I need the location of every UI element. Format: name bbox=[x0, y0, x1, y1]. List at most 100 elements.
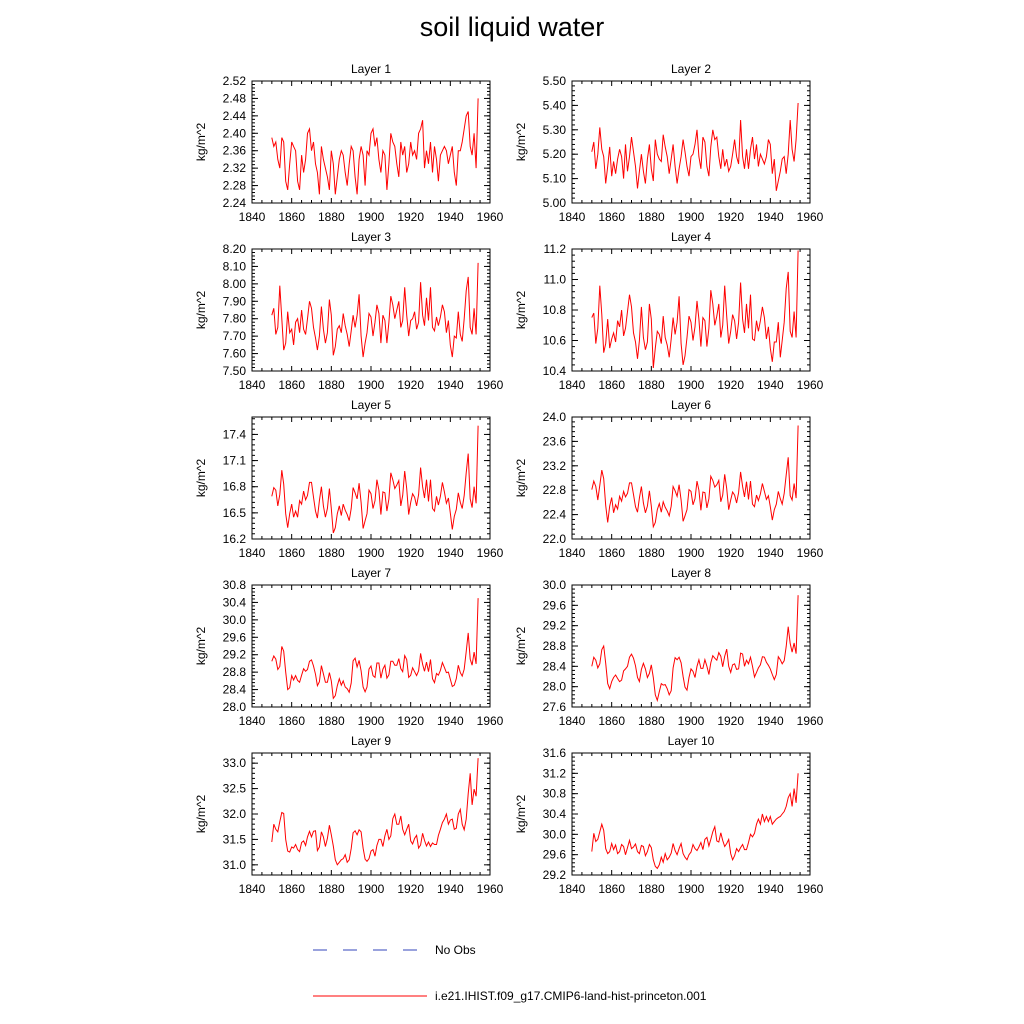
x-tick-label: 1880 bbox=[638, 546, 665, 560]
x-tick-label: 1880 bbox=[318, 882, 345, 896]
y-tick-label: 29.6 bbox=[223, 630, 247, 644]
x-tick-label: 1960 bbox=[797, 882, 824, 896]
x-tick-label: 1960 bbox=[477, 714, 504, 728]
y-tick-label: 2.28 bbox=[223, 179, 247, 193]
page-title: soil liquid water bbox=[419, 12, 605, 42]
x-tick-label: 1960 bbox=[477, 210, 504, 224]
x-tick-label: 1960 bbox=[797, 378, 824, 392]
panel-layer-6: Layer 6 kg/m^2 1840 1860 1880 1900 1920 1940 196… bbox=[514, 398, 824, 560]
x-tick-label: 1960 bbox=[477, 546, 504, 560]
y-tick-label: 2.36 bbox=[223, 144, 247, 158]
x-tick-label: 1920 bbox=[717, 210, 744, 224]
panel-title: Layer 3 bbox=[351, 230, 391, 244]
x-tick-label: 1900 bbox=[678, 378, 705, 392]
y-tick-label: 33.0 bbox=[223, 756, 247, 770]
plot-frame bbox=[251, 416, 491, 540]
y-tick-label: 5.30 bbox=[543, 123, 567, 137]
x-tick-label: 1840 bbox=[239, 714, 266, 728]
y-axis-label: kg/m^2 bbox=[194, 795, 208, 834]
x-tick-label: 1840 bbox=[239, 546, 266, 560]
x-tick-label: 1900 bbox=[358, 546, 385, 560]
x-tick-label: 1840 bbox=[559, 546, 586, 560]
plot-frame bbox=[571, 752, 811, 876]
y-tick-label: 7.50 bbox=[223, 364, 247, 378]
x-tick-label: 1840 bbox=[239, 378, 266, 392]
legend-label-model: i.e21.IHIST.f09_g17.CMIP6-land-hist-prin… bbox=[435, 989, 707, 1003]
series-line-layer-10 bbox=[591, 773, 799, 870]
x-tick-label: 1880 bbox=[318, 210, 345, 224]
y-tick-label: 2.44 bbox=[223, 109, 247, 123]
x-tick-label: 1940 bbox=[437, 546, 464, 560]
y-tick-label: 2.48 bbox=[223, 91, 247, 105]
y-tick-label: 28.8 bbox=[223, 665, 247, 679]
y-tick-label: 29.6 bbox=[543, 598, 567, 612]
x-tick-label: 1900 bbox=[358, 378, 385, 392]
x-tick-label: 1840 bbox=[559, 714, 586, 728]
y-tick-label: 23.6 bbox=[543, 434, 567, 448]
x-tick-label: 1960 bbox=[477, 378, 504, 392]
y-tick-label: 2.24 bbox=[223, 196, 247, 210]
y-tick-label: 2.40 bbox=[223, 126, 247, 140]
x-tick-label: 1940 bbox=[437, 882, 464, 896]
x-tick-label: 1940 bbox=[757, 546, 784, 560]
y-tick-label: 30.0 bbox=[543, 578, 567, 592]
y-tick-label: 30.4 bbox=[543, 807, 567, 821]
plot-frame bbox=[571, 248, 811, 372]
panel-title: Layer 7 bbox=[351, 566, 391, 580]
x-tick-label: 1840 bbox=[559, 210, 586, 224]
x-tick-label: 1920 bbox=[717, 378, 744, 392]
legend-label-no-obs: No Obs bbox=[435, 943, 476, 957]
x-tick-label: 1960 bbox=[797, 714, 824, 728]
y-tick-label: 5.50 bbox=[543, 74, 567, 88]
panel-title: Layer 5 bbox=[351, 398, 391, 412]
series-line-layer-4 bbox=[591, 250, 799, 369]
x-tick-label: 1860 bbox=[278, 882, 305, 896]
x-tick-label: 1840 bbox=[559, 378, 586, 392]
y-tick-label: 29.2 bbox=[543, 868, 567, 882]
y-tick-label: 31.6 bbox=[543, 746, 567, 760]
y-axis-label: kg/m^2 bbox=[514, 795, 528, 834]
x-tick-label: 1860 bbox=[278, 378, 305, 392]
x-tick-label: 1860 bbox=[598, 714, 625, 728]
x-tick-label: 1860 bbox=[598, 378, 625, 392]
y-tick-label: 31.0 bbox=[223, 858, 247, 872]
y-tick-label: 22.8 bbox=[543, 483, 567, 497]
legend: No Obs i.e21.IHIST.f09_g17.CMIP6-land-hi… bbox=[313, 943, 707, 1003]
x-tick-label: 1940 bbox=[757, 714, 784, 728]
x-tick-label: 1900 bbox=[678, 714, 705, 728]
y-tick-label: 17.1 bbox=[223, 454, 247, 468]
panel-layer-3: Layer 3 kg/m^2 1840 1860 1880 1900 1920 1940 196… bbox=[194, 230, 504, 392]
y-tick-label: 28.4 bbox=[543, 659, 567, 673]
x-tick-label: 1860 bbox=[598, 546, 625, 560]
y-tick-label: 30.8 bbox=[223, 578, 247, 592]
y-tick-label: 17.4 bbox=[223, 427, 247, 441]
y-tick-label: 16.2 bbox=[223, 532, 247, 546]
y-tick-label: 10.4 bbox=[543, 364, 567, 378]
y-tick-label: 7.70 bbox=[223, 329, 247, 343]
y-tick-label: 22.0 bbox=[543, 532, 567, 546]
x-tick-label: 1880 bbox=[318, 714, 345, 728]
panel-layer-1: Layer 1 kg/m^2 1840 1860 1880 1900 1920 1940 196… bbox=[194, 62, 504, 224]
y-tick-label: 27.6 bbox=[543, 700, 567, 714]
y-tick-label: 32.0 bbox=[223, 807, 247, 821]
x-tick-label: 1900 bbox=[358, 714, 385, 728]
panels: Layer 1 kg/m^2 1840 1860 1880 1900 1920 1940 196… bbox=[194, 62, 824, 896]
plot-frame bbox=[571, 584, 811, 708]
x-tick-label: 1940 bbox=[757, 210, 784, 224]
panel-title: Layer 9 bbox=[351, 734, 391, 748]
y-axis-label: kg/m^2 bbox=[514, 123, 528, 162]
x-tick-label: 1940 bbox=[437, 714, 464, 728]
plot-frame bbox=[251, 248, 491, 372]
series-line-layer-2 bbox=[591, 102, 799, 191]
y-tick-label: 8.00 bbox=[223, 277, 247, 291]
y-tick-label: 31.2 bbox=[543, 766, 567, 780]
y-tick-label: 11.2 bbox=[544, 242, 567, 256]
panel-title: Layer 4 bbox=[671, 230, 711, 244]
y-tick-label: 8.20 bbox=[223, 242, 247, 256]
y-tick-label: 28.4 bbox=[223, 683, 247, 697]
x-tick-label: 1940 bbox=[437, 210, 464, 224]
panel-layer-9: Layer 9 kg/m^2 1840 1860 1880 1900 1920 1940 196… bbox=[194, 734, 504, 896]
y-tick-label: 7.90 bbox=[223, 294, 247, 308]
y-tick-label: 28.0 bbox=[543, 680, 567, 694]
x-tick-label: 1940 bbox=[437, 378, 464, 392]
